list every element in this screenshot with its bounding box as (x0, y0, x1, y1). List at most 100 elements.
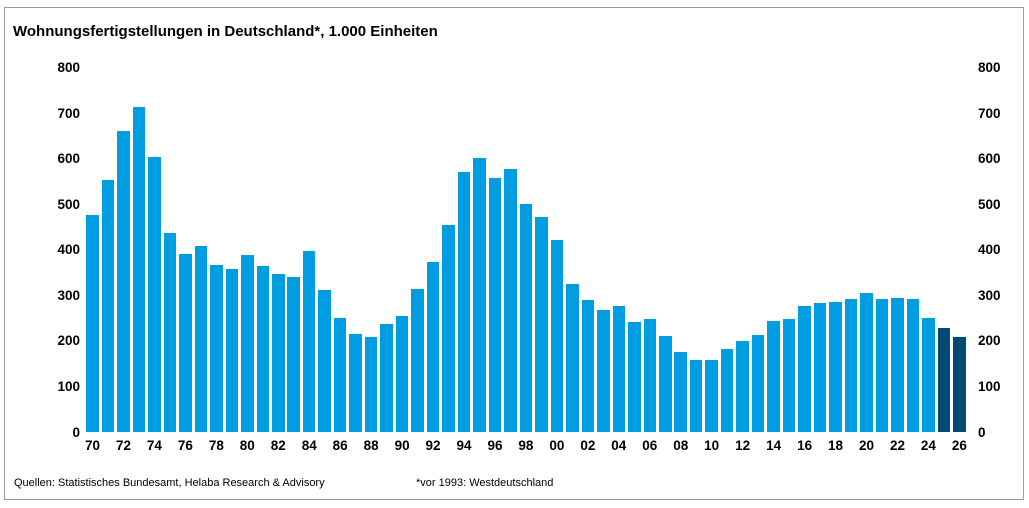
bar-2015 (782, 319, 796, 433)
bar-2005 (628, 322, 641, 433)
bar-1999 (535, 217, 548, 433)
x-axis-label-06: 06 (642, 438, 658, 453)
x-axis-label-76: 76 (177, 438, 193, 453)
bar-2013 (751, 334, 765, 433)
bar-2023 (906, 298, 920, 433)
y-axis-label-right-0: 0 (978, 424, 986, 440)
y-axis-label-left-600: 600 (57, 151, 80, 167)
bar-1994 (457, 171, 471, 433)
bar-2019 (844, 298, 858, 433)
y-axis-label-left-300: 300 (57, 287, 80, 303)
y-axis-label-left-500: 500 (57, 196, 80, 212)
x-axis-label-94: 94 (456, 438, 472, 453)
bar-2003 (597, 310, 610, 433)
y-axis-label-right-500: 500 (978, 196, 1001, 212)
bar-2011 (720, 349, 734, 433)
bar-2014 (767, 320, 780, 433)
bar-2007 (659, 336, 672, 433)
bar-2004 (612, 305, 626, 433)
sources-text: Quellen: Statistisches Bundesamt, Helaba… (14, 477, 325, 489)
bar-2018 (829, 301, 842, 433)
x-axis-label-88: 88 (363, 438, 379, 453)
y-axis-label-right-100: 100 (978, 378, 1001, 394)
bar-1974 (148, 157, 161, 433)
x-axis-label-08: 08 (673, 438, 689, 453)
x-axis-label-92: 92 (425, 438, 441, 453)
y-axis-label-right-600: 600 (978, 151, 1001, 167)
bar-1982 (272, 274, 285, 433)
bar-1996 (488, 177, 502, 433)
bar-2025-forecast (937, 327, 951, 433)
bar-2022 (891, 298, 904, 433)
y-axis-label-left-0: 0 (72, 424, 80, 440)
x-axis-label-16: 16 (797, 438, 813, 453)
y-axis-label-right-300: 300 (978, 287, 1001, 303)
bar-1971 (101, 179, 115, 433)
bar-2024 (922, 317, 935, 433)
bar-2016 (798, 305, 811, 433)
bar-1990 (395, 315, 409, 433)
bar-2002 (581, 300, 595, 433)
bar-1970 (86, 214, 99, 433)
bar-1991 (411, 288, 424, 433)
x-axis-label-80: 80 (239, 438, 255, 453)
bar-1993 (442, 225, 455, 433)
x-axis-label-82: 82 (270, 438, 286, 453)
x-axis-label-24: 24 (920, 438, 936, 453)
bar-1997 (504, 169, 517, 433)
bar-1978 (210, 264, 223, 433)
x-axis-label-10: 10 (704, 438, 720, 453)
bar-1976 (179, 253, 192, 433)
chart-title: Wohnungsfertigstellungen in Deutschland*… (13, 23, 438, 40)
x-axis-label-04: 04 (611, 438, 627, 453)
bar-1989 (380, 323, 393, 433)
x-axis-label-78: 78 (208, 438, 224, 453)
x-axis-label-12: 12 (735, 438, 751, 453)
bar-1984 (302, 251, 316, 433)
y-axis-label-right-200: 200 (978, 333, 1001, 349)
bar-2010 (705, 359, 718, 433)
x-axis-label-18: 18 (828, 438, 844, 453)
bar-1980 (241, 255, 254, 433)
bar-1995 (473, 157, 486, 433)
bar-1975 (163, 233, 177, 433)
bar-1998 (519, 204, 533, 433)
x-axis-label-02: 02 (580, 438, 596, 453)
bar-1987 (349, 333, 362, 433)
x-axis-label-26: 26 (951, 438, 967, 453)
bar-1986 (333, 317, 347, 433)
bar-1992 (426, 261, 440, 433)
x-axis-label-20: 20 (858, 438, 875, 453)
y-axis-label-left-800: 800 (57, 59, 80, 75)
bar-1981 (256, 266, 270, 433)
x-axis-label-14: 14 (766, 438, 782, 453)
bar-1977 (194, 246, 208, 433)
bar-1973 (132, 107, 146, 433)
x-axis-label-90: 90 (394, 438, 410, 453)
bar-2020 (860, 293, 873, 433)
bar-2026-forecast (953, 336, 966, 433)
bar-2021 (875, 298, 889, 433)
x-axis-label-98: 98 (518, 438, 534, 453)
bar-1988 (364, 337, 378, 433)
bar-1983 (287, 277, 300, 433)
bar-2008 (674, 352, 687, 433)
bar-2012 (736, 341, 749, 433)
x-axis-label-72: 72 (115, 438, 131, 453)
footnote-text: *vor 1993: Westdeutschland (416, 477, 554, 489)
y-axis-label-left-100: 100 (57, 378, 80, 394)
x-axis-label-74: 74 (146, 438, 162, 453)
bar-2000 (550, 239, 564, 433)
y-axis-label-right-700: 700 (978, 105, 1001, 121)
y-axis-label-left-700: 700 (57, 105, 80, 121)
y-axis-label-left-400: 400 (57, 242, 80, 258)
bar-2001 (566, 283, 579, 433)
y-axis-label-left-200: 200 (57, 333, 80, 349)
bar-2017 (813, 302, 827, 433)
x-axis-label-96: 96 (487, 438, 503, 453)
y-axis-label-right-800: 800 (978, 59, 1001, 75)
bar-1972 (117, 131, 130, 433)
x-axis-label-84: 84 (301, 438, 317, 453)
